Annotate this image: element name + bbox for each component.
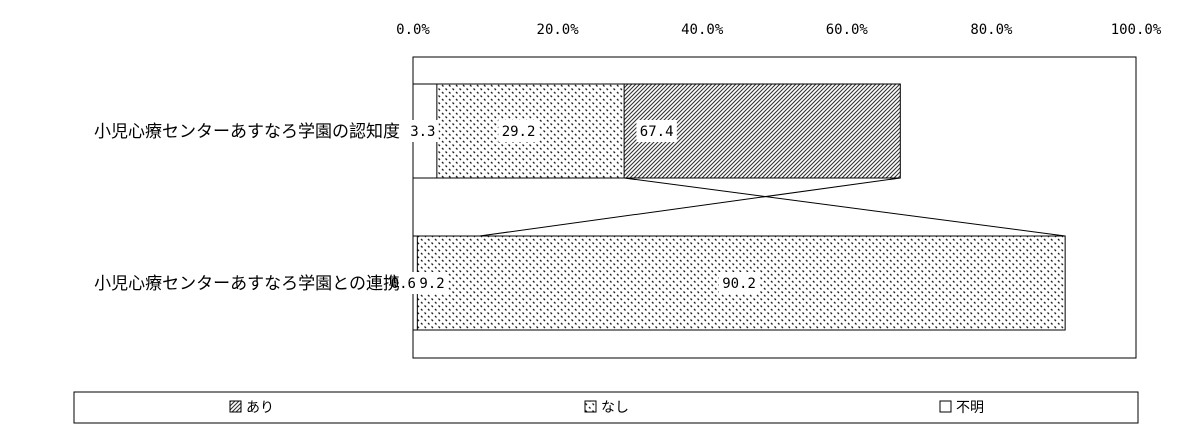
data-label: 67.4 xyxy=(640,124,674,140)
series-line xyxy=(624,177,1066,237)
data-label: 0.6 xyxy=(391,276,416,292)
legend-swatch-なし xyxy=(584,400,597,413)
category-label: 小児心療センターあすなろ学園の認知度 xyxy=(94,122,400,142)
x-tick-label: 40.0% xyxy=(681,22,724,38)
legend-label: 不明 xyxy=(956,400,984,416)
data-label-background xyxy=(636,120,677,142)
legend-label: あり xyxy=(246,400,274,416)
data-label: 90.2 xyxy=(722,276,756,292)
legend-swatch-不明 xyxy=(939,400,952,413)
data-label: 3.3 xyxy=(410,124,435,140)
data-label-background xyxy=(406,120,439,142)
series-line xyxy=(479,177,901,237)
x-tick-label: 0.0% xyxy=(396,22,430,38)
data-label-background xyxy=(718,272,760,294)
data-label-background xyxy=(416,272,448,294)
data-label-background xyxy=(387,272,420,294)
x-tick-label: 20.0% xyxy=(537,22,580,38)
category-label: 小児心療センターあすなろ学園との連携 xyxy=(94,274,400,294)
data-label: 9.2 xyxy=(419,276,444,292)
legend-swatch-あり xyxy=(229,400,242,413)
legend-label: なし xyxy=(601,400,629,416)
x-tick-label: 100.0% xyxy=(1111,22,1162,38)
x-tick-label: 80.0% xyxy=(970,22,1013,38)
data-label-background xyxy=(498,120,539,142)
data-label: 29.2 xyxy=(502,124,536,140)
x-tick-label: 60.0% xyxy=(826,22,869,38)
legend xyxy=(73,391,1139,424)
